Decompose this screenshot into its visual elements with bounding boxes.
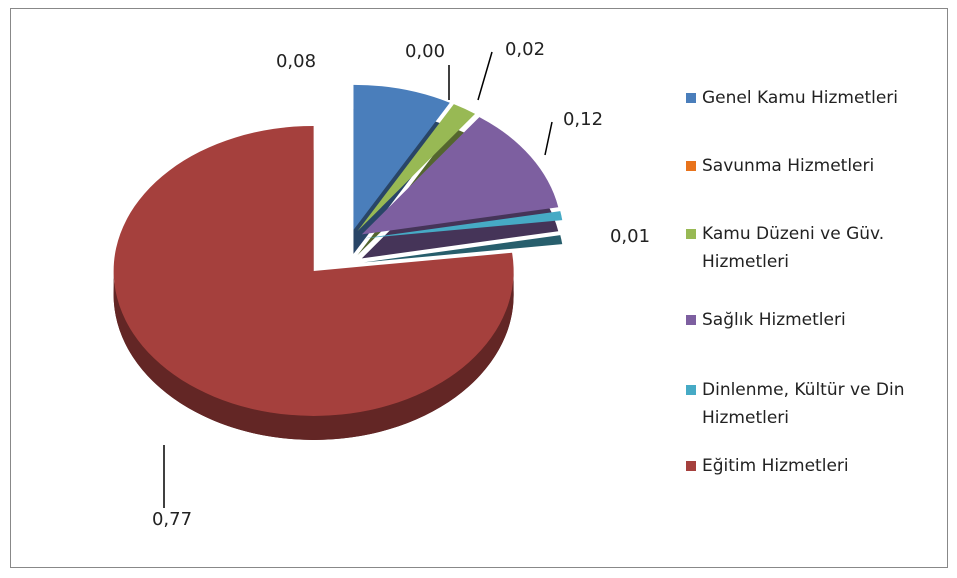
data-label: 0,12: [563, 109, 603, 130]
legend-swatch: [686, 461, 696, 471]
slice-side: [113, 270, 514, 440]
legend-item: Sağlık Hizmetleri: [686, 306, 941, 334]
slice: [361, 117, 559, 235]
slice: [357, 104, 476, 232]
data-label: 0,01: [610, 226, 650, 247]
legend-item: Dinlenme, Kültür ve Din Hizmetleri: [686, 376, 941, 432]
data-label: 0,77: [152, 509, 192, 530]
legend-swatch: [686, 93, 696, 103]
legend-item: Savunma Hizmetleri: [686, 152, 941, 180]
legend-item: Kamu Düzeni ve Güv. Hizmetleri: [686, 220, 941, 276]
legend-label: Genel Kamu Hizmetleri: [702, 88, 899, 108]
data-label: 0,08: [276, 51, 316, 72]
legend-swatch: [686, 229, 696, 239]
legend-item: Genel Kamu Hizmetleri: [686, 84, 941, 112]
legend-swatch: [686, 315, 696, 325]
chart-frame: [10, 8, 948, 568]
data-label: 0,02: [505, 39, 545, 60]
leader-line: [544, 121, 553, 156]
legend-label: Sağlık Hizmetleri: [702, 310, 846, 330]
leader-line: [477, 51, 493, 101]
slice: [363, 211, 563, 239]
legend-label: Eğitim Hizmetleri: [702, 456, 849, 476]
slice: [113, 125, 514, 416]
legend-label: Savunma Hizmetleri: [702, 156, 875, 176]
legend-swatch: [686, 385, 696, 395]
slice: [353, 84, 450, 230]
slice-depth: [363, 235, 563, 263]
legend-label: Dinlenme, Kültür ve Din Hizmetleri: [702, 380, 905, 428]
legend-swatch: [686, 161, 696, 171]
data-label: 0,00: [405, 41, 445, 62]
legend-label: Kamu Düzeni ve Güv. Hizmetleri: [702, 224, 885, 272]
slice: [356, 103, 454, 231]
legend-item: Eğitim Hizmetleri: [686, 452, 941, 480]
